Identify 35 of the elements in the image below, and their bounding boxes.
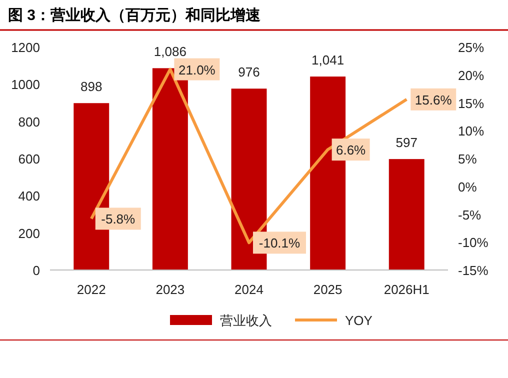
data-label: -10.1%: [258, 236, 301, 251]
data-label: 898: [80, 79, 102, 94]
data-label: 597: [396, 135, 418, 150]
y-tick-label: 0: [32, 263, 40, 278]
x-tick-label: 2022: [76, 282, 106, 297]
y2-tick-label: 25%: [458, 40, 484, 55]
legend-label: 营业收入: [220, 313, 272, 328]
data-label: 1,041: [312, 52, 344, 68]
data-label: 976: [238, 64, 260, 80]
y-tick-label: 800: [18, 114, 40, 130]
y2-tick-label: 10%: [458, 124, 484, 139]
bar: [388, 159, 424, 270]
y2-tick-label: -10%: [458, 235, 489, 250]
y-tick-label: 400: [18, 188, 40, 204]
y-tick-label: 600: [18, 152, 40, 166]
y2-tick-label: -5%: [458, 207, 482, 222]
legend-label: YOY: [345, 313, 373, 328]
data-label: 1,086: [154, 44, 186, 60]
y-tick-label: 1000: [11, 77, 40, 92]
data-label: 15.6%: [414, 92, 452, 108]
data-label: 21.0%: [178, 62, 216, 78]
x-tick-label: 2023: [156, 282, 185, 297]
y2-tick-label: -15%: [458, 263, 489, 278]
x-tick-label: 2025: [313, 282, 342, 297]
data-label: 6.6%: [336, 142, 366, 158]
y2-tick-label: 0%: [458, 179, 478, 194]
chart-title: 图 3：营业收入（百万元）和同比增速: [8, 7, 262, 24]
x-tick-label: 2024: [234, 282, 264, 297]
y-tick-label: 1200: [11, 40, 40, 55]
y2-tick-label: 15%: [458, 96, 484, 111]
data-label: -5.8%: [101, 212, 136, 227]
y2-tick-label: 5%: [458, 152, 478, 166]
x-tick-label: 2026H1: [384, 282, 430, 297]
y2-tick-label: 20%: [458, 68, 484, 83]
y-tick-label: 200: [18, 226, 40, 241]
